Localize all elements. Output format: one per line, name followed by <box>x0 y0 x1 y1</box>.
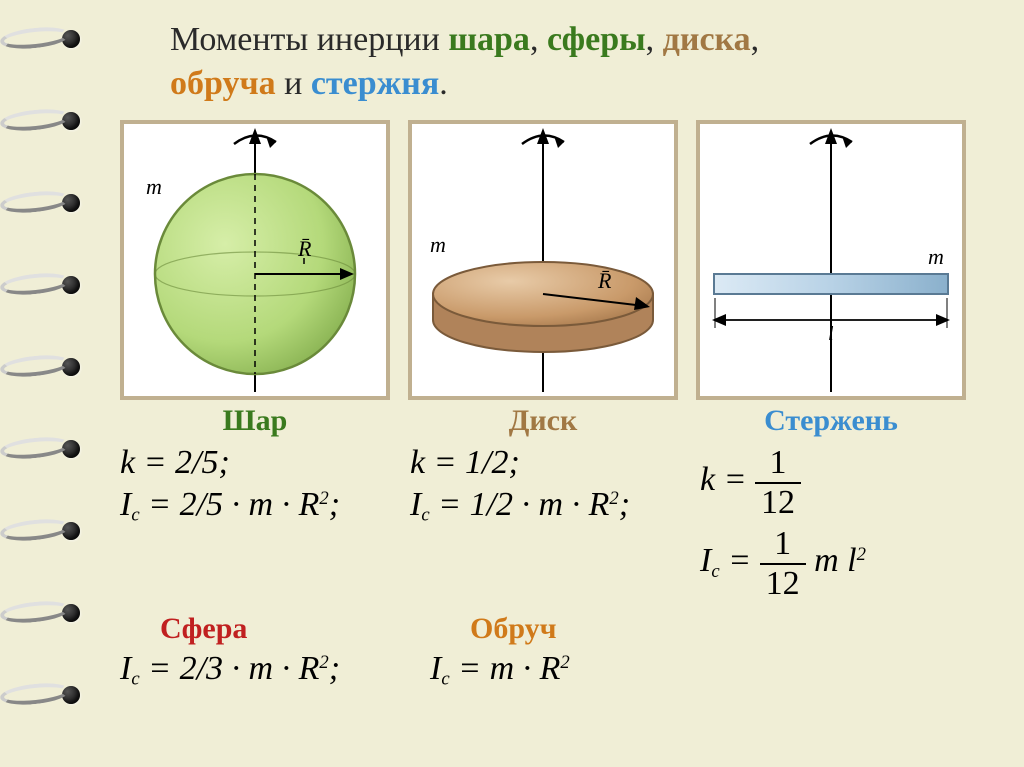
rod-I-sup: 2 <box>857 544 866 565</box>
title-s1: , <box>530 21 547 58</box>
title-hoop: обруча <box>170 65 276 102</box>
title-rod: стержня <box>311 65 439 102</box>
rod-k-num: 1 <box>755 444 801 483</box>
disk-I-sup: 2 <box>609 488 618 509</box>
binding-ring <box>0 516 71 543</box>
ball-I-rest: = 2/5 · m · R <box>140 486 320 523</box>
ball-name: Шар <box>120 404 390 438</box>
rod-m-label: m <box>928 244 944 269</box>
ball-I-sub: c <box>131 505 139 526</box>
ball-m-label: m <box>146 174 162 199</box>
binding-ring <box>0 352 71 379</box>
binding-ring <box>0 106 71 133</box>
ball-R-label: R̄ <box>297 236 312 261</box>
disk-I: Ic = 1/2 · m · R2; <box>410 486 700 527</box>
spiral-binding <box>0 0 100 767</box>
hoop-I-sym: I <box>430 650 441 687</box>
sphere-block: Сфера Ic = 2/3 · m · R2; <box>120 612 430 695</box>
ball-I-sym: I <box>120 486 131 523</box>
disk-I-sub: c <box>421 505 429 526</box>
title-dot: . <box>439 65 448 102</box>
rod-name: Стержень <box>696 404 966 438</box>
ball-k: k = 2/5; <box>120 444 410 482</box>
binding-ring <box>0 270 71 297</box>
ball-figure: R̄ m <box>120 120 390 400</box>
title-and: и <box>276 65 311 102</box>
hoop-I-rest: = m · R <box>450 650 561 687</box>
content: Моменты инерции шара, сферы, диска, обру… <box>100 0 1024 767</box>
hoop-I-sup: 2 <box>560 652 569 673</box>
rod-l-label: l <box>828 323 834 345</box>
rod-figure: l m <box>696 120 966 400</box>
rod-k-sym: k <box>700 462 715 499</box>
rod-I-frac: 112 <box>760 525 806 602</box>
sphere-I-sub: c <box>131 669 139 690</box>
disk-formulas: k = 1/2; Ic = 1/2 · m · R2; <box>410 440 700 606</box>
rod-k-frac: 112 <box>755 444 801 521</box>
disk-figure: R̄ m <box>408 120 678 400</box>
rod-I-num: 1 <box>760 525 806 564</box>
disk-R-label: R̄ <box>597 268 612 293</box>
hoop-I-sub: c <box>441 669 449 690</box>
rod-k: k = 112 <box>700 444 990 521</box>
hoop-I: Ic = m · R2 <box>430 650 740 691</box>
title-s2: , <box>646 21 663 58</box>
page: Моменты инерции шара, сферы, диска, обру… <box>0 0 1024 767</box>
ball-formulas: k = 2/5; Ic = 2/5 · m · R2; <box>120 440 410 606</box>
disk-k: k = 1/2; <box>410 444 700 482</box>
disk-m-label: m <box>430 232 446 257</box>
ball-I-tail: ; <box>329 486 340 523</box>
disk-I-rest: = 1/2 · m · R <box>430 486 610 523</box>
binding-ring <box>0 434 71 461</box>
disk-column: R̄ m Диск <box>408 120 678 438</box>
hoop-block: Обруч Ic = m · R2 <box>430 612 740 695</box>
sphere-I-tail: ; <box>329 650 340 687</box>
sphere-I: Ic = 2/3 · m · R2; <box>120 650 430 691</box>
binding-ring <box>0 680 71 707</box>
rod-k-eq: = <box>715 462 755 499</box>
rod-svg: l m <box>700 124 962 396</box>
title-s3: , <box>751 21 760 58</box>
sphere-name: Сфера <box>160 612 430 646</box>
figures-row: R̄ m Шар <box>120 120 994 438</box>
title-disk: диска <box>663 21 751 58</box>
rod-I: Ic = 112 m l2 <box>700 525 990 602</box>
rod-column: l m Стержень <box>696 120 966 438</box>
rod-I-sub: c <box>711 561 719 582</box>
rod-I-den: 12 <box>760 565 806 602</box>
binding-ring <box>0 24 71 51</box>
formulas-row-2: Сфера Ic = 2/3 · m · R2; Обруч Ic = m · … <box>120 612 994 695</box>
ball-I: Ic = 2/5 · m · R2; <box>120 486 410 527</box>
sphere-I-sym: I <box>120 650 131 687</box>
rod-I-sym: I <box>700 542 711 579</box>
disk-svg: R̄ m <box>412 124 674 396</box>
formulas-row-1: k = 2/5; Ic = 2/5 · m · R2; k = 1/2; Ic … <box>120 440 994 606</box>
title-pre: Моменты инерции <box>170 21 448 58</box>
rod-k-den: 12 <box>755 484 801 521</box>
hoop-name: Обруч <box>470 612 740 646</box>
ball-I-sup: 2 <box>319 488 328 509</box>
sphere-I-rest: = 2/3 · m · R <box>140 650 320 687</box>
page-title: Моменты инерции шара, сферы, диска, обру… <box>170 18 994 106</box>
binding-ring <box>0 598 71 625</box>
disk-I-sym: I <box>410 486 421 523</box>
binding-ring <box>0 188 71 215</box>
rod-formulas: k = 112 Ic = 112 m l2 <box>700 440 990 606</box>
title-ball: шара <box>448 21 530 58</box>
ball-column: R̄ m Шар <box>120 120 390 438</box>
rod-I-eq: = <box>720 542 760 579</box>
sphere-I-sup: 2 <box>319 652 328 673</box>
ball-svg: R̄ m <box>124 124 386 396</box>
disk-I-tail: ; <box>619 486 630 523</box>
title-sphere: сферы <box>547 21 646 58</box>
disk-name: Диск <box>408 404 678 438</box>
rod-I-rest: m l <box>806 542 857 579</box>
